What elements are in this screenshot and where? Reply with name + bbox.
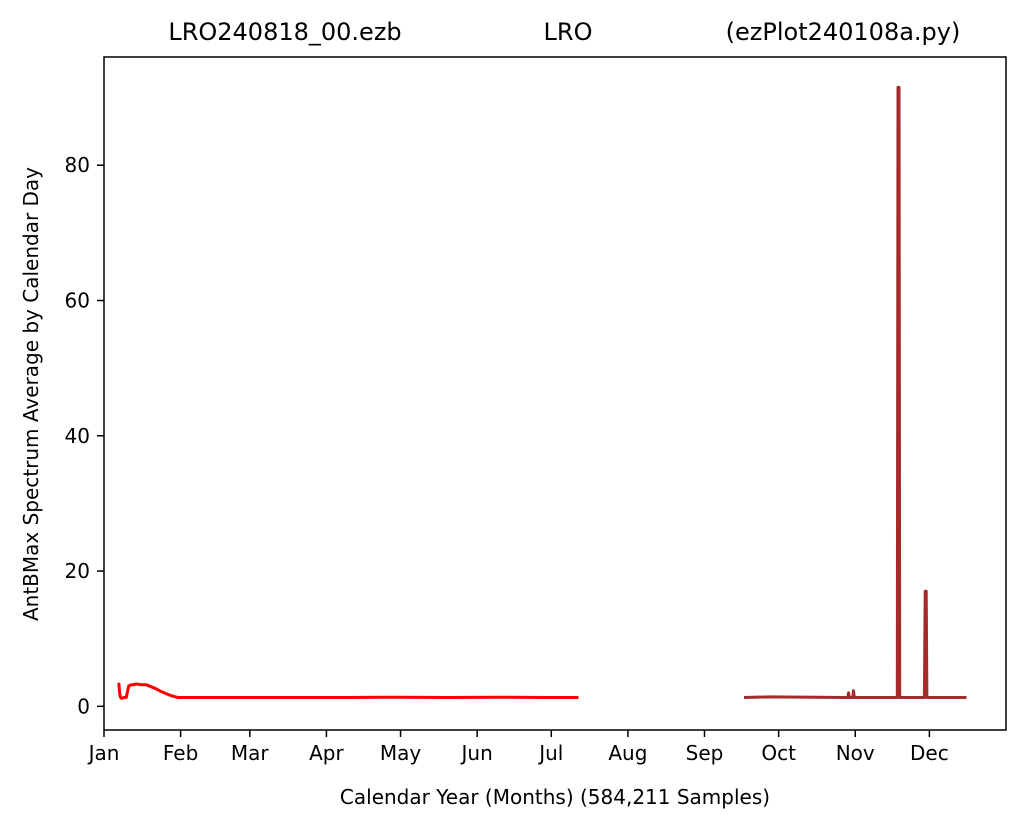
- x-tick-label-9: Oct: [761, 741, 796, 765]
- axis-ticks: Jan Feb Mar Apr May Jun Jul Aug Sep Oct Nov Dec 0 20 4…: [65, 153, 949, 765]
- chart-title-file: LRO240818_00.ezb: [168, 18, 401, 46]
- series-line-1: [743, 85, 967, 699]
- y-tick-label-4: 80: [65, 153, 90, 177]
- x-tick-label-3: Apr: [309, 741, 344, 765]
- y-tick-label-2: 40: [65, 424, 90, 448]
- x-tick-label-0: Jan: [87, 741, 120, 765]
- chart-title-site: LRO: [544, 18, 593, 46]
- x-tick-label-7: Aug: [608, 741, 647, 765]
- x-tick-label-5: Jun: [460, 741, 493, 765]
- x-tick-label-11: Dec: [910, 741, 949, 765]
- y-tick-label-0: 0: [77, 694, 90, 718]
- y-axis-label: AntBMax Spectrum Average by Calendar Day: [19, 167, 43, 621]
- x-tick-label-2: Mar: [231, 741, 270, 765]
- plot-frame: [103, 56, 1007, 731]
- x-tick-label-10: Nov: [836, 741, 875, 765]
- plot-area: [117, 85, 967, 700]
- x-tick-label-8: Sep: [686, 741, 724, 765]
- x-tick-label-6: Jul: [537, 741, 563, 765]
- x-tick-label-1: Feb: [163, 741, 198, 765]
- y-tick-label-3: 60: [65, 288, 90, 312]
- chart-title-script: (ezPlot240108a.py): [726, 18, 961, 46]
- series-line-0: [117, 682, 579, 700]
- x-axis-label: Calendar Year (Months) (584,211 Samples): [340, 785, 770, 809]
- y-tick-label-1: 20: [65, 559, 90, 583]
- x-tick-label-4: May: [380, 741, 422, 765]
